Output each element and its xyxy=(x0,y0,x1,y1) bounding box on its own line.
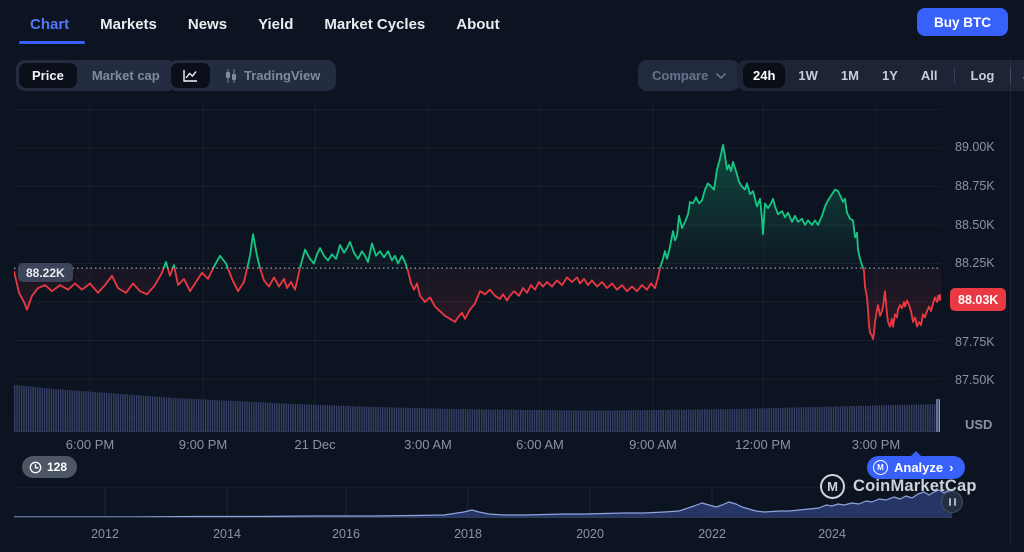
tradingview-button[interactable]: TradingView xyxy=(212,63,333,88)
x-tick-label: 12:00 PM xyxy=(735,437,791,452)
minimap-year-axis: 2012 2014 2016 2018 2020 2022 2024 xyxy=(14,527,952,543)
price-toggle-button[interactable]: Price xyxy=(19,63,77,88)
chart-toolbar: Price Market cap TradingView Compare 24h… xyxy=(0,60,1024,94)
x-tick-label: 9:00 AM xyxy=(629,437,677,452)
cmc-logo-icon: M xyxy=(820,474,845,499)
unit-label: USD xyxy=(965,417,993,432)
year-tick-label: 2014 xyxy=(213,527,241,541)
x-tick-label: 6:00 PM xyxy=(65,437,115,452)
nav-tab-markets[interactable]: Markets xyxy=(100,16,157,33)
candlestick-icon xyxy=(225,68,237,83)
chart-type-toggle: TradingView xyxy=(168,60,337,91)
nav-tab-chart[interactable]: Chart xyxy=(18,0,86,50)
range-selector-minimap[interactable] xyxy=(14,487,963,518)
chart-settings-button[interactable] xyxy=(1017,63,1024,88)
y-tick-label: 87.75K xyxy=(955,335,995,349)
range-1w-button[interactable]: 1W xyxy=(798,68,818,83)
time-range-group: 24h 1W 1M 1Y All Log xyxy=(737,60,1024,91)
price-chart-svg xyxy=(14,109,941,432)
panel-edge-divider xyxy=(1010,58,1011,545)
market-cap-toggle-button[interactable]: Market cap xyxy=(91,68,160,83)
chevron-down-icon xyxy=(716,72,727,79)
y-tick-label: 88.50K xyxy=(955,218,995,232)
x-tick-label: 3:00 PM xyxy=(851,437,901,452)
range-1m-button[interactable]: 1M xyxy=(840,68,859,83)
year-tick-label: 2016 xyxy=(332,527,360,541)
x-tick-label: 6:00 AM xyxy=(516,437,564,452)
chevron-right-icon: › xyxy=(949,460,954,475)
y-tick-label: 88.25K xyxy=(955,256,995,270)
price-marketcap-toggle: Price Market cap xyxy=(16,60,176,91)
y-tick-label: 87.50K xyxy=(955,373,995,387)
analyze-label: Analyze xyxy=(894,460,944,475)
divider xyxy=(953,68,955,83)
cmc-logo-icon: M xyxy=(873,460,888,475)
nav-tab-yield[interactable]: Yield xyxy=(258,16,294,33)
range-24h-button[interactable]: 24h xyxy=(743,63,786,88)
y-tick-label: 89.00K xyxy=(955,140,995,154)
line-chart-button[interactable] xyxy=(171,63,210,88)
x-tick-label: 21 Dec xyxy=(294,437,336,452)
price-chart-area[interactable]: 88.22K M CoinMarketCap xyxy=(14,103,976,499)
year-tick-label: 2012 xyxy=(91,527,119,541)
clock-history-icon xyxy=(29,461,42,474)
log-scale-button[interactable]: Log xyxy=(970,68,995,83)
divider xyxy=(1010,68,1012,83)
buy-btc-button[interactable]: Buy BTC xyxy=(917,8,1008,36)
line-chart-icon xyxy=(183,69,198,82)
range-all-button[interactable]: All xyxy=(920,68,938,83)
analyze-button[interactable]: M Analyze › xyxy=(867,451,966,479)
nav-items: Chart Markets News Yield Market Cycles A… xyxy=(18,0,1024,50)
history-count: 128 xyxy=(47,460,68,474)
current-price-badge: 88.03K xyxy=(950,288,1007,311)
year-tick-label: 2020 xyxy=(576,527,604,541)
x-tick-label: 9:00 PM xyxy=(178,437,228,452)
compare-button[interactable]: Compare xyxy=(638,60,741,91)
baseline-price-label: 88.22K xyxy=(18,263,73,282)
x-tick-label: 3:00 AM xyxy=(404,437,452,452)
compare-label: Compare xyxy=(652,68,709,83)
x-axis: 6:00 PM 9:00 PM 21 Dec 3:00 AM 6:00 AM 9… xyxy=(14,437,941,453)
year-tick-label: 2022 xyxy=(698,527,726,541)
history-count-badge[interactable]: 128 xyxy=(22,456,78,478)
range-handle[interactable] xyxy=(941,491,963,513)
nav-tab-news[interactable]: News xyxy=(187,16,228,33)
nav-tab-about[interactable]: About xyxy=(456,16,500,33)
y-axis: 89.00K 88.75K 88.50K 88.25K 87.75K 87.50… xyxy=(955,103,1021,432)
nav-tab-market-cycles[interactable]: Market Cycles xyxy=(324,16,426,33)
watermark: M CoinMarketCap xyxy=(820,474,977,499)
tradingview-label: TradingView xyxy=(244,68,321,83)
year-tick-label: 2018 xyxy=(454,527,482,541)
watermark-text: CoinMarketCap xyxy=(853,477,977,495)
minimap-svg xyxy=(14,488,953,518)
range-1y-button[interactable]: 1Y xyxy=(881,68,898,83)
y-tick-label: 88.75K xyxy=(955,179,995,193)
top-nav: Chart Markets News Yield Market Cycles A… xyxy=(0,0,1024,50)
year-tick-label: 2024 xyxy=(818,527,846,541)
